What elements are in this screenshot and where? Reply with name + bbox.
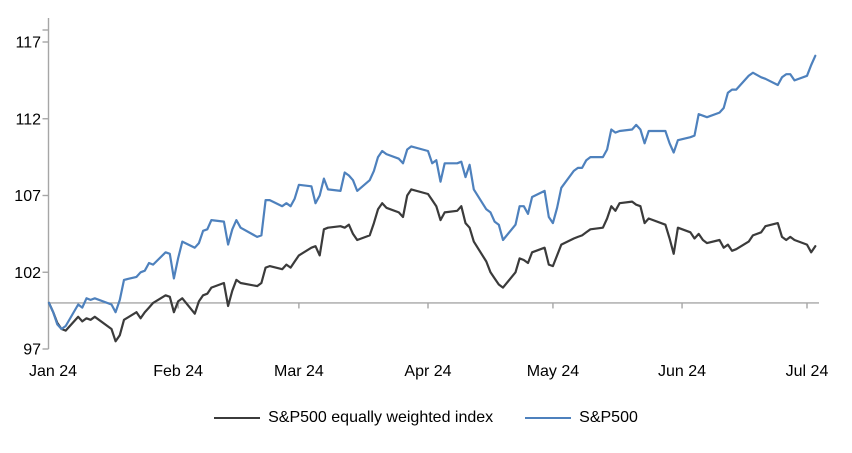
- x-tick-label: Jun 24: [658, 363, 706, 380]
- x-tick-label: May 24: [527, 363, 580, 380]
- y-tick-label: 97: [23, 342, 41, 359]
- x-tick-label: Apr 24: [404, 363, 451, 380]
- legend-label-equal-weighted: S&P500 equally weighted index: [268, 409, 494, 426]
- series-line-equal-weighted: [47, 188, 817, 343]
- legend-line-swatch-equal-weighted: [214, 417, 261, 419]
- legend-line-swatch-sp500: [525, 417, 572, 419]
- y-tick-label: 112: [15, 111, 41, 128]
- x-tick-label: Mar 24: [274, 363, 324, 380]
- legend-item-sp500: S&P500: [525, 409, 638, 427]
- x-tick-label: Jul 24: [786, 363, 829, 380]
- y-tick-label: 117: [15, 35, 41, 52]
- x-tick-label: Jan 24: [29, 363, 77, 380]
- x-tick-label: Feb 24: [153, 363, 203, 380]
- series-line-sp500: [47, 54, 817, 331]
- legend: S&P500 equally weighted index S&P500: [0, 409, 852, 427]
- y-tick-label: 107: [14, 188, 41, 205]
- y-tick-label: 102: [14, 265, 41, 282]
- legend-item-equal-weighted: S&P500 equally weighted index: [214, 409, 493, 427]
- legend-label-sp500: S&P500: [579, 409, 638, 426]
